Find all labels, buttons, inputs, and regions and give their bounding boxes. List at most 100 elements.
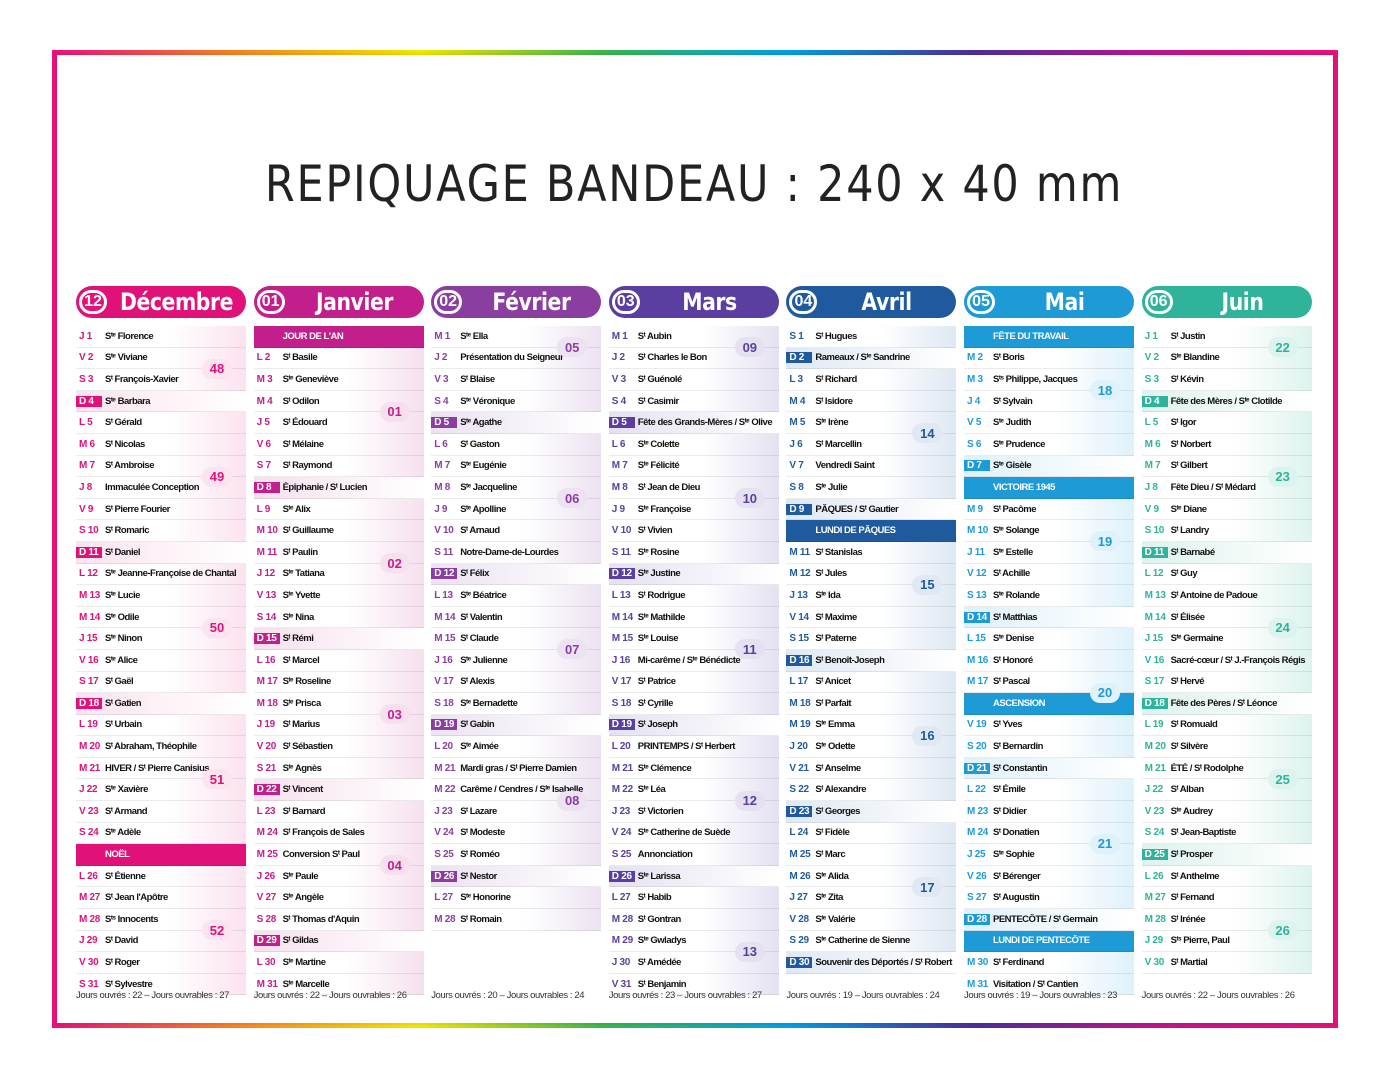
week-number-badge: 10 xyxy=(734,488,765,509)
day-row: V 10 Sᵗ Arnaud xyxy=(431,520,602,542)
day-letter: L 13 xyxy=(434,589,453,601)
saint-name: Sᵗ Marius xyxy=(282,719,321,731)
saint-name: Sᵗ Fidèle xyxy=(815,827,850,839)
month-column-mars: 03 Mars M 1 Sᵗ Aubin J 2 Sᵗ Charles le Bon V 3… xyxy=(608,286,779,1006)
saint-name: Sᵗ Victorien xyxy=(637,805,684,817)
saint-name: Sᵗ Rodrigue xyxy=(637,589,686,601)
saint-name: Sᵗ Vincent xyxy=(282,784,324,796)
day-letter: L 8 xyxy=(967,481,981,493)
day-letter: J 22 xyxy=(1144,784,1164,796)
day-letter: J 19 xyxy=(256,719,276,731)
month-name: Janvier xyxy=(315,288,394,316)
month-name: Juin xyxy=(1221,288,1264,316)
day-row: M 6 Sᵗ Norbert xyxy=(1141,433,1312,456)
saint-name: Sᵗ Achille xyxy=(993,568,1030,580)
saint-name: Sᵗ Romuald xyxy=(1170,719,1218,731)
day-letter: V 19 xyxy=(967,719,987,731)
month-number: 02 xyxy=(434,290,463,314)
day-row: M 25 Sᵗ Marc xyxy=(786,844,957,866)
day-row: S 15 Sᵗ Paterne xyxy=(786,628,957,650)
day-letter: M 22 xyxy=(611,784,633,796)
day-row: V 20 Sᵗ Sébastien xyxy=(253,736,424,758)
saint-name: Sᵗ Bérenger xyxy=(993,870,1041,882)
day-letter: L 5 xyxy=(1144,417,1159,429)
saint-name: Sᵗ Irénée xyxy=(1170,913,1206,925)
saint-name: Sᵗ Cyrille xyxy=(637,697,674,709)
month-number: 06 xyxy=(1144,290,1173,314)
saint-name: Sᵗ Ferdinand xyxy=(993,957,1044,969)
day-letter: S 17 xyxy=(79,676,99,688)
day-row: M 27 Sᵗ Fernand xyxy=(1141,887,1312,910)
saint-name: Sᵗ Norbert xyxy=(1170,438,1212,450)
day-letter: M 10 xyxy=(256,525,278,537)
saint-name: Sᵗᵉ Gwladys xyxy=(637,935,687,947)
day-row: S 17 Sᵗ Gaël xyxy=(76,671,246,694)
day-row: L 24 Sᵗ Fidèle xyxy=(786,822,957,845)
day-letter: S 27 xyxy=(967,892,987,904)
saint-name: Sᵗᵉ Audrey xyxy=(1170,805,1214,817)
day-letter: M 11 xyxy=(256,546,278,558)
day-row: M 3 Sᵗᵉ Geneviève xyxy=(253,369,424,391)
saint-name: Sᵗ Patrice xyxy=(637,676,676,688)
saint-name: Sᵗ Kévin xyxy=(1170,373,1204,385)
day-letter: D 26 xyxy=(431,870,458,882)
day-letter: L 13 xyxy=(611,589,631,601)
day-letter: M 21 xyxy=(1144,762,1166,774)
saint-name: Sᵗ Richard xyxy=(815,373,857,385)
saint-name: Sᵗᵉ Adèle xyxy=(105,827,141,839)
saint-name: Sᵗ Modeste xyxy=(460,827,505,839)
day-letter: J 27 xyxy=(789,892,808,904)
day-letter: M 7 xyxy=(79,460,95,472)
saint-name: Sᵗᵉ Prudence xyxy=(993,438,1045,450)
week-number-badge: 13 xyxy=(734,941,765,962)
month-header: 02 Février xyxy=(431,286,602,318)
day-letter: M 25 xyxy=(789,849,811,861)
day-letter: M 6 xyxy=(1144,438,1161,450)
week-number-badge: 07 xyxy=(557,639,588,660)
day-letter: V 3 xyxy=(611,373,626,385)
month-footer: Jours ouvrés : 23 – Jours ouvrables : 27 xyxy=(608,990,762,1001)
day-row: S 7 Sᵗ Raymond xyxy=(253,455,424,478)
day-letter: S 14 xyxy=(256,611,277,623)
saint-name: Sᵗ Sylvestre xyxy=(105,978,153,990)
day-letter: V 23 xyxy=(1144,805,1165,817)
saint-name: Sᵗ Paterne xyxy=(815,633,857,645)
day-row: S 31 Sᵗ Sylvestre xyxy=(76,973,246,996)
month-footer: Jours ouvrés : 22 – Jours ouvrables : 26 xyxy=(1141,990,1295,1001)
saint-name: Sᵗ Antoine de Padoue xyxy=(1170,589,1258,601)
day-row: V 24 Sᵗᵉ Catherine de Suède xyxy=(608,822,779,845)
day-row: V 14 Sᵗ Maxime xyxy=(786,606,957,629)
day-letter: M 1 xyxy=(434,330,450,342)
saint-name: Sᵗ Élisée xyxy=(1170,611,1206,623)
saint-name: Sᵗ Roméo xyxy=(460,849,500,861)
saint-name: Sᵗ Odilon xyxy=(282,395,320,407)
week-number-badge: 50 xyxy=(202,617,232,638)
saint-name: Sᵗᵉ Véronique xyxy=(460,395,515,407)
day-letter: L 12 xyxy=(1144,568,1164,580)
day-row: M 6 Sᵗ Nicolas xyxy=(76,433,246,456)
day-letter: M 21 xyxy=(611,762,633,774)
month-column-février: 02 Février M 1 Sᵗᵉ Ella J 2 Présentation du S… xyxy=(431,286,602,1006)
saint-name: Sᵗᵉ Diane xyxy=(1170,503,1207,515)
day-letter: M 26 xyxy=(789,870,811,882)
day-letter: M 20 xyxy=(1144,741,1166,753)
day-row: V 3 Sᵗ Blaise xyxy=(431,369,602,391)
day-row: M 27 Sᵗ Jean l'Apôtre xyxy=(76,887,246,910)
saint-name: Sᵗᵉ Alix xyxy=(282,503,311,515)
day-row: D 28 PENTECÔTE / Sᵗ Germain xyxy=(964,909,1134,931)
saint-name: Sᵗ Charles le Bon xyxy=(637,352,708,364)
day-letter: V 10 xyxy=(611,525,632,537)
day-row: V 10 Sᵗ Vivien xyxy=(608,520,779,542)
saint-name: Sᵗ Benoît-Joseph xyxy=(815,654,885,666)
saint-name: Sᵗ Stanislas xyxy=(815,546,863,558)
saint-name: Sᵗ Armand xyxy=(105,805,148,817)
week-number-badge: 06 xyxy=(557,488,588,509)
day-row: D 19 Sᵗ Joseph xyxy=(608,714,779,737)
day-letter: M 3 xyxy=(256,373,273,385)
saint-name: Sᵗ Anselme xyxy=(815,762,861,774)
saint-name: Sᵗ David xyxy=(105,935,138,947)
saint-name: Sᵗᵉ Félicité xyxy=(637,460,680,472)
saint-name: Sᵗ Honoré xyxy=(993,654,1033,666)
day-letter: V 9 xyxy=(79,503,94,515)
saint-name: Sᵗᵉ Françoise xyxy=(637,503,692,515)
